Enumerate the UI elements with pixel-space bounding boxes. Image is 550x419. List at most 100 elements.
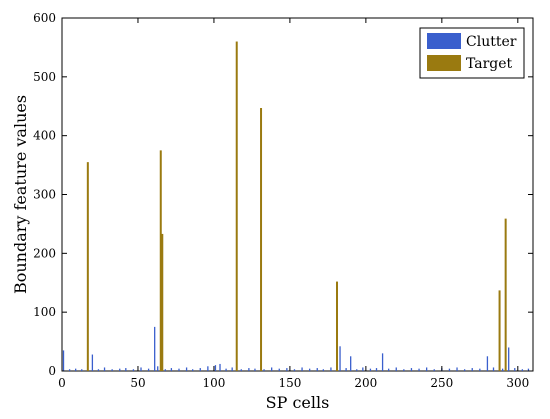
clutter-bar-11 <box>132 369 135 371</box>
clutter-bar-27 <box>240 369 242 371</box>
y-tick-label-5: 500 <box>33 70 56 84</box>
x-tick-label-5: 250 <box>430 376 453 390</box>
clutter-bar-36 <box>309 368 311 371</box>
clutter-bar-1 <box>68 369 71 371</box>
clutter-bar-44 <box>362 367 364 371</box>
clutter-bar-6 <box>97 369 100 371</box>
clutter-bar-65 <box>514 368 516 371</box>
clutter-bar-51 <box>410 368 413 371</box>
clutter-bar-58 <box>463 369 466 371</box>
target-bar-5 <box>336 281 338 371</box>
clutter-bar-25 <box>225 368 227 371</box>
clutter-bar-67 <box>527 368 530 371</box>
clutter-bar-40 <box>339 346 341 371</box>
clutter-bar-48 <box>388 368 390 371</box>
x-axis-ticks: 0 50 100 150 200 250 300 <box>58 18 529 390</box>
clutter-bar-18 <box>178 368 180 371</box>
clutter-bar-20 <box>192 369 194 371</box>
clutter-bar-8 <box>111 369 113 371</box>
clutter-bar-32 <box>278 368 280 371</box>
y-tick-label-3: 300 <box>33 188 56 202</box>
clutter-bar-46 <box>375 368 378 371</box>
x-tick-label-2: 100 <box>202 376 225 390</box>
clutter-bar-52 <box>418 368 420 371</box>
clutter-bar-53 <box>426 367 428 371</box>
clutter-bar-54 <box>433 369 435 371</box>
legend-label-target: Target <box>466 56 513 72</box>
x-tick-label-4: 200 <box>354 376 377 390</box>
clutter-bar-10 <box>125 368 127 371</box>
x-tick-label-3: 150 <box>278 376 301 390</box>
clutter-bar-7 <box>103 367 106 371</box>
x-tick-label-1: 50 <box>130 376 145 390</box>
legend-swatch-target <box>427 55 461 71</box>
y-axis-ticks: 0 100 200 300 400 500 600 <box>33 11 533 378</box>
clutter-series <box>62 326 530 372</box>
target-bar-6 <box>498 290 501 371</box>
clutter-bar-16 <box>164 369 166 371</box>
target-bar-4 <box>260 108 263 371</box>
target-bar-3 <box>235 41 238 371</box>
clutter-bar-57 <box>456 367 458 371</box>
y-tick-label-2: 200 <box>33 246 56 260</box>
clutter-bar-61 <box>486 356 489 371</box>
clutter-bar-45 <box>369 368 372 371</box>
clutter-bar-63 <box>501 368 504 371</box>
clutter-bar-49 <box>395 367 397 371</box>
clutter-bar-59 <box>471 368 473 371</box>
y-tick-label-6: 600 <box>33 11 56 25</box>
clutter-bar-66 <box>521 369 524 371</box>
clutter-bar-2 <box>75 368 77 371</box>
clutter-bar-41 <box>345 368 347 371</box>
clutter-bar-29 <box>254 368 256 371</box>
target-bar-2 <box>161 233 164 371</box>
clutter-bar-22 <box>207 366 209 371</box>
target-bar-0 <box>86 162 89 371</box>
y-tick-label-1: 100 <box>33 305 56 319</box>
target-bar-7 <box>504 218 507 371</box>
clutter-bar-43 <box>356 369 358 371</box>
clutter-bar-34 <box>293 369 296 371</box>
clutter-bar-64 <box>508 347 510 371</box>
legend-label-clutter: Clutter <box>466 34 517 50</box>
clutter-bar-30 <box>263 369 265 371</box>
clutter-bar-12 <box>140 367 142 371</box>
legend: Clutter Target <box>419 27 525 79</box>
clutter-bar-24 <box>219 363 221 371</box>
clutter-bar-35 <box>301 367 303 371</box>
clutter-bar-19 <box>185 367 188 371</box>
clutter-bar-13 <box>147 368 150 371</box>
clutter-bar-38 <box>322 369 324 371</box>
y-tick-label-4: 400 <box>33 129 56 143</box>
clutter-bar-60 <box>479 368 481 371</box>
clutter-bar-15 <box>157 366 159 371</box>
clutter-bar-50 <box>403 369 405 371</box>
clutter-bar-21 <box>199 368 201 371</box>
clutter-bar-14 <box>154 326 156 372</box>
y-axis-title: Boundary feature values <box>11 95 30 294</box>
x-tick-label-0: 0 <box>58 376 66 390</box>
clutter-bar-47 <box>381 353 384 371</box>
clutter-bar-37 <box>316 368 318 371</box>
clutter-bar-62 <box>492 367 495 371</box>
x-tick-label-6: 300 <box>506 376 529 390</box>
clutter-bar-23 <box>214 365 217 371</box>
clutter-bar-3 <box>81 369 83 371</box>
clutter-bar-17 <box>170 368 173 371</box>
y-tick-label-0: 0 <box>48 364 56 378</box>
clutter-bar-9 <box>119 368 121 371</box>
plot-area: 0 50 100 150 200 250 300 0 100 200 300 400 500 600 <box>33 11 534 390</box>
clutter-bar-5 <box>91 354 94 371</box>
clutter-bar-42 <box>350 356 352 371</box>
clutter-bar-31 <box>271 367 273 371</box>
target-series <box>86 41 507 372</box>
clutter-bar-33 <box>286 368 288 371</box>
legend-swatch-clutter <box>427 33 461 49</box>
clutter-bar-26 <box>231 367 233 371</box>
clutter-bar-56 <box>448 368 451 371</box>
clutter-bar-0 <box>62 350 65 371</box>
clutter-bar-28 <box>248 368 250 371</box>
clutter-bar-39 <box>330 367 332 371</box>
target-bar-1 <box>159 150 162 372</box>
